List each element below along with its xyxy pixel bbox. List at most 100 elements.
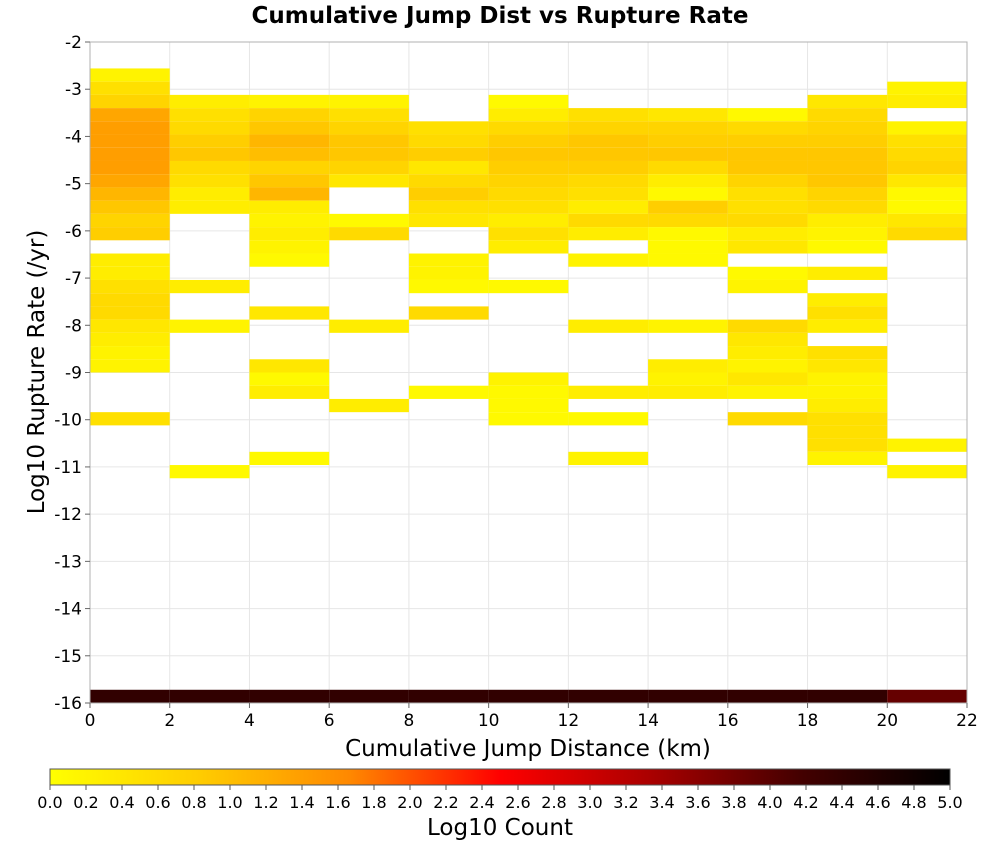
heatmap-cell: [408, 134, 489, 148]
heatmap-cell: [329, 213, 409, 228]
heatmap-cell: [90, 121, 170, 135]
heatmap-cell: [169, 160, 250, 175]
x-tick-label: 2: [164, 711, 175, 731]
colorbar-tick-label: 4.6: [865, 793, 890, 812]
y-tick-label: -7: [65, 269, 82, 289]
heatmap-cell: [90, 160, 170, 175]
colorbar-tick-label: 1.4: [289, 793, 314, 812]
heatmap-cell: [648, 359, 728, 373]
heatmap-cell: [648, 227, 728, 241]
heatmap-cell: [887, 134, 967, 148]
colorbar-tick-label: 2.6: [505, 793, 530, 812]
colorbar-ticks: 0.0 0.2 0.4 0.6 0.8 1.0 1.2 1.4 1.6 1.8 2.0 2.2 2.4 2…: [37, 785, 963, 812]
y-tick-label: -16: [54, 694, 82, 714]
colorbar-tick-label: 2.4: [469, 793, 494, 812]
heatmap-cell: [249, 306, 330, 320]
heatmap-cell: [488, 279, 569, 294]
heatmap-cell: [568, 227, 649, 241]
heatmap-cell: [727, 266, 808, 280]
colorbar-tick-label: 1.0: [217, 793, 242, 812]
heatmap-cell: [90, 293, 170, 307]
heatmap-cell: [249, 372, 330, 386]
heatmap-cell: [249, 253, 330, 267]
heatmap-cell: [249, 147, 330, 161]
heatmap-cell: [249, 174, 330, 188]
colorbar-tick-label: 3.2: [613, 793, 638, 812]
heatmap-cell: [648, 240, 728, 254]
heatmap-cell: [408, 147, 489, 161]
heatmap-cell: [329, 147, 409, 161]
heatmap-cell: [488, 121, 569, 135]
heatmap-cell: [807, 240, 888, 254]
heatmap-cell: [90, 227, 170, 241]
heatmap-cell: [648, 213, 728, 228]
colorbar-tick-label: 3.0: [577, 793, 602, 812]
heatmap-cell: [169, 319, 250, 333]
colorbar-tick-label: 2.8: [541, 793, 566, 812]
x-axis-label: Cumulative Jump Distance (km): [345, 736, 711, 762]
heatmap-cell: [807, 451, 888, 466]
heatmap-cell: [90, 213, 170, 228]
heatmap-cell: [169, 174, 250, 188]
heatmap-cell: [90, 306, 170, 320]
heatmap-cell: [568, 385, 649, 399]
y-tick-label: -15: [54, 647, 82, 667]
heatmap-cell: [408, 306, 489, 320]
heatmap-cell: [90, 187, 170, 201]
heatmap-cell: [249, 187, 330, 201]
heatmap-cell: [727, 240, 808, 254]
heatmap-cell: [249, 94, 330, 109]
heatmap-cell: [568, 253, 649, 267]
heatmap-cell: [648, 121, 728, 135]
heatmap-cell: [169, 121, 250, 135]
colorbar-tick-label: 3.4: [649, 793, 674, 812]
heatmap-cell: [727, 160, 808, 175]
heatmap-cell: [648, 689, 728, 703]
heatmap-cell: [249, 385, 330, 399]
colorbar: [49, 768, 951, 786]
heatmap-cell: [408, 266, 489, 280]
heatmap-cell: [90, 319, 170, 333]
colorbar-tick-label: 2.0: [397, 793, 422, 812]
heatmap-cell: [887, 227, 967, 241]
heatmap-cell: [568, 319, 649, 333]
colorbar-tick-label: 0.4: [109, 793, 134, 812]
heatmap-cell: [568, 108, 649, 122]
heatmap-cell: [169, 94, 250, 109]
heatmap-cell: [807, 319, 888, 333]
colorbar-tick-label: 4.8: [901, 793, 926, 812]
heatmap-cell: [568, 187, 649, 201]
colorbar-label: Log10 Count: [427, 815, 573, 841]
heatmap-cell: [727, 187, 808, 201]
y-tick-label: -11: [54, 458, 82, 478]
heatmap-cell: [169, 108, 250, 122]
x-tick-label: 8: [403, 711, 414, 731]
heatmap-cell: [807, 359, 888, 373]
colorbar-tick-label: 4.0: [757, 793, 782, 812]
heatmap-cell: [727, 147, 808, 161]
y-axis-label: Log10 Rupture Rate (/yr): [24, 230, 50, 515]
y-tick-label: -13: [54, 552, 82, 572]
heatmap-cell: [90, 68, 170, 82]
y-axis-ticks: -2 -3 -4 -5 -6 -7 -8 -9 -10 -11 -12 -13 -14 -15 -16: [54, 33, 90, 714]
heatmap-cell: [249, 108, 330, 122]
heatmap-cell: [90, 412, 170, 426]
heatmap-cell: [408, 689, 489, 703]
heatmap-cell: [887, 81, 967, 95]
y-tick-label: -6: [65, 222, 82, 242]
heatmap-cell: [408, 121, 489, 135]
heatmap-cell: [887, 438, 967, 452]
heatmap-cell: [887, 160, 967, 175]
heatmap-cell: [887, 174, 967, 188]
colorbar-tick-label: 1.8: [361, 793, 386, 812]
heatmap-cell: [568, 451, 649, 466]
heatmap-cell: [807, 266, 888, 280]
heatmap-cell: [329, 398, 409, 413]
heatmap-cell: [807, 94, 888, 109]
colorbar-tick-label: 2.2: [433, 793, 458, 812]
heatmap-cell: [648, 200, 728, 214]
heatmap-cell: [249, 134, 330, 148]
heatmap-cell: [249, 160, 330, 175]
heatmap-cell: [568, 134, 649, 148]
heatmap-cell: [807, 134, 888, 148]
